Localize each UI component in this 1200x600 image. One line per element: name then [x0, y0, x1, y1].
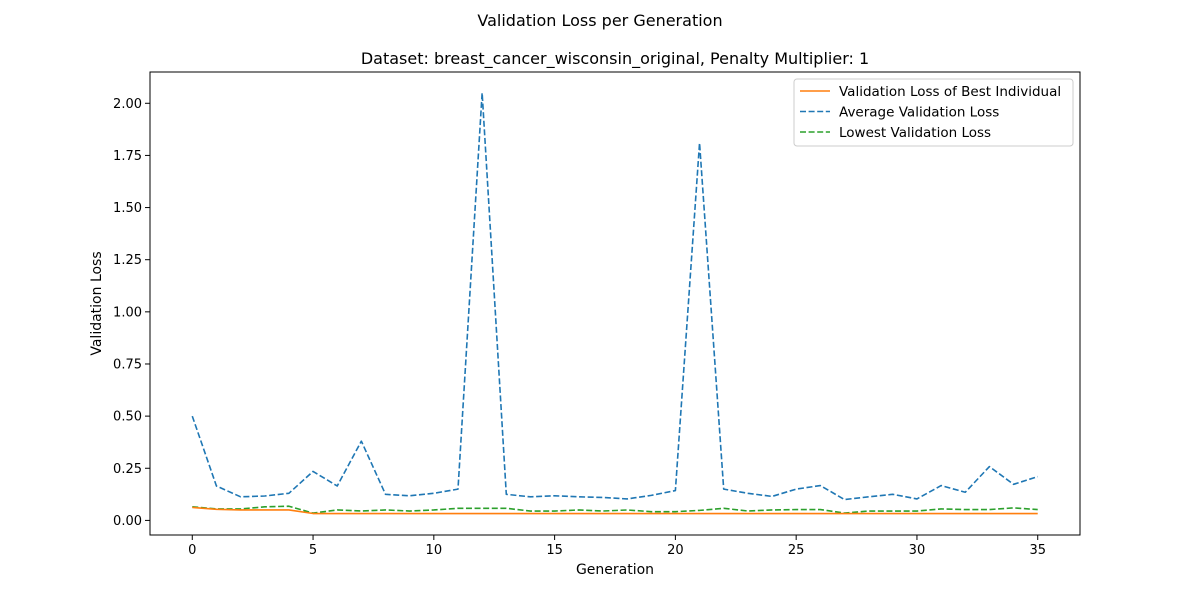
x-tick-label: 30 — [909, 543, 926, 558]
legend: Validation Loss of Best Individual Averag… — [793, 78, 1074, 147]
chart-title: Dataset: breast_cancer_wisconsin_origina… — [361, 49, 869, 69]
y-axis-label: Validation Loss — [89, 251, 105, 355]
x-tick-label: 10 — [426, 543, 443, 558]
legend-frame — [793, 78, 1074, 147]
x-tick-label: 5 — [309, 543, 317, 558]
legend-label: Lowest Validation Loss — [839, 125, 991, 141]
x-tick-label: 0 — [188, 543, 196, 558]
y-tick-label: 0.25 — [113, 462, 142, 477]
series-line-validation-loss-of-best-individual — [192, 506, 1038, 515]
figure-title: Validation Loss per Generation — [477, 11, 722, 30]
legend-label: Validation Loss of Best Individual — [839, 84, 1061, 100]
x-tick-label: 20 — [667, 543, 684, 558]
x-axis-ticks: 0 5 10 15 20 25 30 35 — [188, 535, 1046, 558]
y-tick-label: 1.50 — [113, 201, 142, 216]
plot-area — [149, 71, 1081, 536]
x-tick-label: 15 — [546, 543, 563, 558]
series-layer — [191, 92, 1038, 515]
series-line-average-validation-loss — [191, 92, 1038, 501]
y-tick-label: 0.50 — [113, 410, 142, 425]
series-line-lowest-validation-loss — [192, 505, 1038, 514]
y-tick-label: 1.00 — [113, 305, 142, 320]
y-tick-label: 1.25 — [113, 253, 142, 268]
x-tick-label: 25 — [788, 543, 805, 558]
y-axis-ticks: 0.00 0.25 0.50 0.75 1.00 1.25 1.50 1.75 2.00 — [113, 97, 150, 529]
y-tick-label: 1.75 — [113, 149, 142, 164]
y-tick-label: 0.00 — [113, 514, 142, 529]
y-tick-label: 2.00 — [113, 97, 142, 112]
x-axis-label: Generation — [576, 562, 654, 578]
legend-label: Average Validation Loss — [839, 105, 999, 121]
plot-frame — [149, 71, 1081, 536]
x-tick-label: 35 — [1029, 543, 1046, 558]
y-tick-label: 0.75 — [113, 357, 142, 372]
